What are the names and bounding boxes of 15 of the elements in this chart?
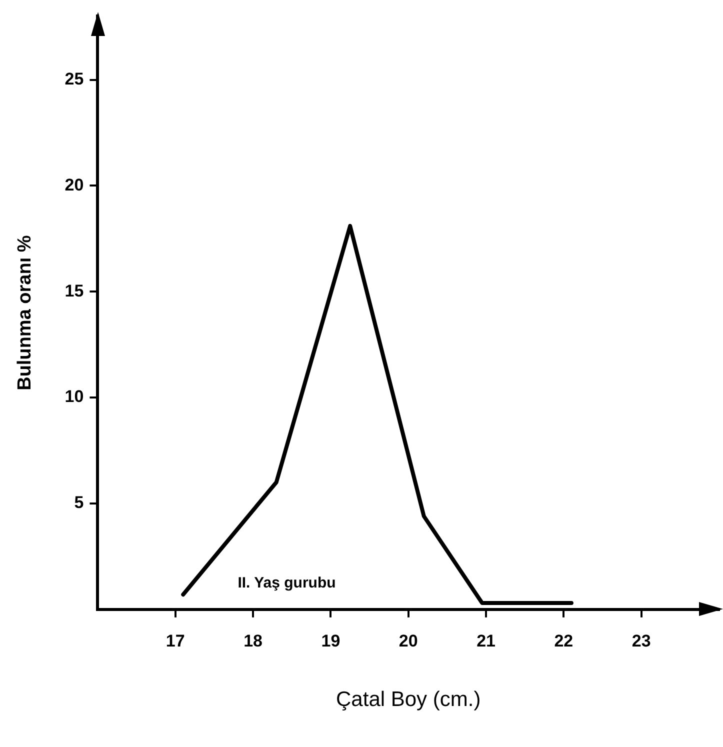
annotation: II. Yaş gurubu bbox=[238, 574, 336, 592]
y-tick-label: 10 bbox=[64, 387, 84, 406]
x-axis-title: Çatal Boy (cm.) bbox=[336, 688, 481, 712]
y-tick-label: 5 bbox=[74, 493, 84, 512]
x-tick-label: 22 bbox=[554, 631, 574, 650]
x-tick-label: 23 bbox=[632, 631, 651, 650]
x-tick-label: 18 bbox=[244, 631, 262, 650]
y-tick-label: 20 bbox=[64, 175, 84, 194]
x-tick-label: 17 bbox=[166, 631, 185, 650]
y-tick-label: 15 bbox=[64, 281, 84, 300]
x-tick-label: 20 bbox=[398, 631, 418, 650]
y-axis-title: Bulunma oranı % bbox=[14, 235, 36, 390]
x-tick-label: 19 bbox=[321, 631, 340, 650]
x-tick-label: 21 bbox=[476, 631, 496, 650]
y-tick-label: 25 bbox=[64, 69, 84, 88]
